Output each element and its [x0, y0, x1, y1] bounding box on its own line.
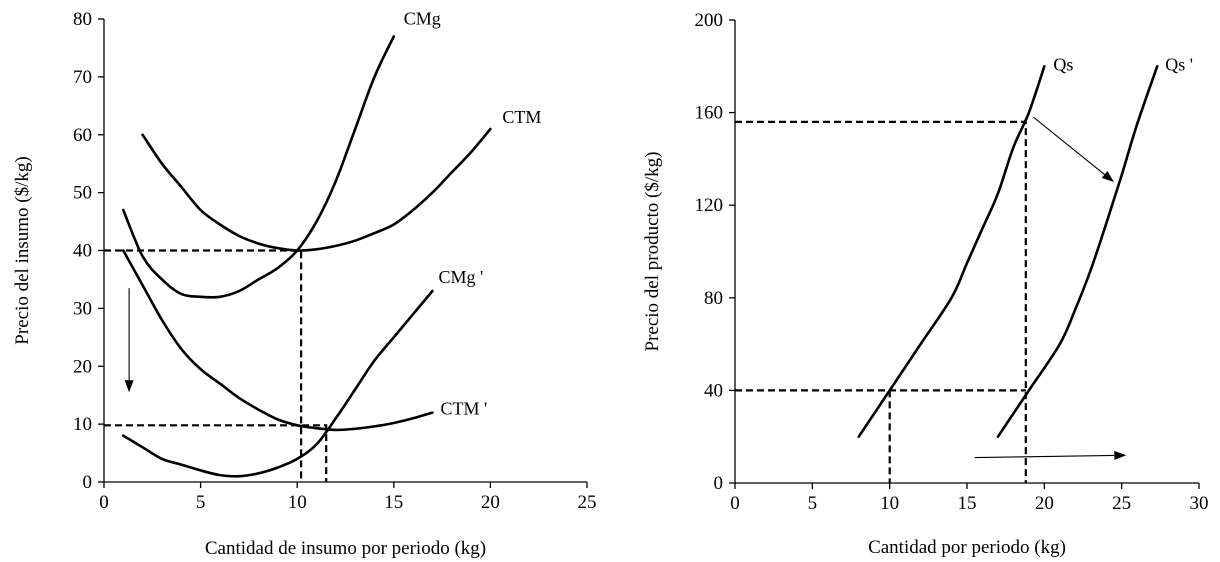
right-y-tick-label: 160	[695, 103, 724, 124]
left-curve-ctm	[141, 127, 492, 252]
right-arrow-head-2	[1114, 450, 1127, 460]
right-x-axis-title: Cantidad por periodo (kg)	[868, 537, 1066, 558]
left-guide-line-2	[104, 424, 328, 482]
left-label-ctm: CTM	[502, 107, 541, 127]
right-x-tick-label: 10	[880, 493, 899, 514]
left-label-ctm-prime: CTM '	[440, 399, 487, 419]
left-y-tick-label: 0	[83, 472, 93, 493]
left-x-axis-title: Cantidad de insumo por periodo (kg)	[205, 538, 486, 559]
right-curve-qs-prime	[996, 65, 1159, 438]
left-y-tick-label: 10	[73, 414, 92, 435]
right-x-tick-label: 25	[1112, 493, 1131, 514]
left-curve-cmg-prime	[122, 289, 434, 478]
left-label-cmg-prime: CMg '	[438, 267, 483, 287]
right-guide-line-1	[735, 120, 1027, 483]
right-label-qs-prime: Qs '	[1165, 54, 1193, 74]
left-y-axis-title: Precio del insumo ($/kg)	[12, 156, 33, 344]
right-y-tick-label: 200	[695, 10, 724, 31]
chart-left-input-cost: 0 5 10 15 20 25 0 10 20 30 40 50 60 70 80 Cantidad de i…	[12, 8, 597, 559]
left-x-tick-label: 20	[481, 492, 500, 513]
right-x-tick-label: 30	[1190, 493, 1209, 514]
left-curve-cmg	[122, 35, 396, 299]
right-x-tick-label: 0	[730, 493, 740, 514]
right-x-tick-label: 15	[958, 493, 977, 514]
right-x-tick-label: 5	[808, 493, 818, 514]
right-x-tick-label: 20	[1035, 493, 1054, 514]
right-y-axis-title: Precio del producto ($/kg)	[642, 152, 663, 352]
left-curve-ctm-prime	[122, 249, 434, 432]
right-y-tick-label: 120	[695, 195, 724, 216]
left-guide-line-1	[104, 249, 303, 482]
right-y-tick-label: 0	[714, 473, 724, 494]
left-label-cmg: CMg	[404, 8, 441, 28]
left-y-tick-label: 80	[73, 9, 92, 30]
left-x-tick-label: 10	[288, 492, 307, 513]
left-y-tick-label: 20	[73, 356, 92, 377]
right-y-tick-label: 80	[704, 288, 723, 309]
right-label-qs: Qs	[1053, 54, 1073, 74]
left-x-tick-label: 15	[384, 492, 403, 513]
left-y-tick-label: 70	[73, 67, 92, 88]
left-y-tick-label: 50	[73, 183, 92, 204]
right-y-tick-label: 40	[704, 380, 723, 401]
chart-right-product-supply: 0 5 10 15 20 25 30 0 40 80 120 160 200 Cantidad por p…	[642, 10, 1209, 558]
left-arrow-head-1	[124, 380, 134, 393]
left-y-tick-label: 40	[73, 241, 92, 262]
right-arrow-shaft-1	[1033, 116, 1105, 175]
right-curve-qs	[857, 65, 1046, 438]
right-arrow-shaft-2	[974, 454, 1115, 459]
left-x-tick-label: 5	[196, 492, 206, 513]
left-x-tick-label: 0	[99, 492, 109, 513]
left-y-tick-label: 60	[73, 125, 92, 146]
left-x-tick-label: 25	[578, 492, 597, 513]
right-arrow-head-1	[1101, 171, 1114, 183]
left-y-tick-label: 30	[73, 298, 92, 319]
